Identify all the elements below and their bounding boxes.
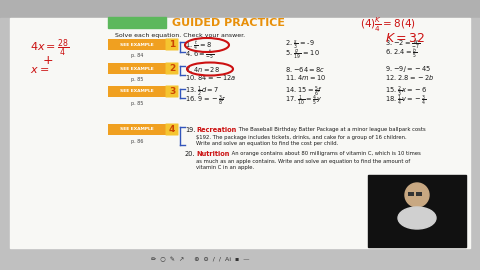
Text: vitamin C in an apple.: vitamin C in an apple.	[196, 166, 254, 170]
Text: 1: 1	[169, 40, 175, 49]
Bar	[368, 175, 466, 247]
Text: ✏  ○  ✎  ↗     ⊕  ⊖  /  /  Ai  ▪  —: ✏ ○ ✎ ↗ ⊕ ⊖ / / Ai ▪ —	[151, 256, 249, 262]
Text: +: +	[43, 53, 53, 66]
Text: The Baseball Birthday Batter Package at a minor league ballpark costs: The Baseball Birthday Batter Package at …	[237, 127, 426, 133]
FancyBboxPatch shape	[166, 123, 179, 136]
Text: p. 85: p. 85	[131, 77, 143, 83]
Text: SEE EXAMPLE: SEE EXAMPLE	[120, 42, 154, 46]
FancyBboxPatch shape	[166, 62, 179, 75]
Text: GUIDED PRACTICE: GUIDED PRACTICE	[172, 18, 285, 28]
Text: 13. $\frac{1}{2}d = 7$: 13. $\frac{1}{2}d = 7$	[185, 85, 219, 99]
Text: 19.: 19.	[185, 127, 195, 133]
Text: 3. $-2 = \frac{w}{-7}$: 3. $-2 = \frac{w}{-7}$	[385, 39, 420, 51]
Bar	[470, 18, 480, 248]
Text: Solve each equation. Check your answer.: Solve each equation. Check your answer.	[115, 33, 245, 39]
Text: 16. $9 = -\frac{3}{8}r$: 16. $9 = -\frac{3}{8}r$	[185, 94, 227, 108]
Text: 10. $84 = -12a$: 10. $84 = -12a$	[185, 73, 236, 83]
Text: 2: 2	[169, 64, 175, 73]
Text: Nutrition: Nutrition	[196, 151, 229, 157]
Text: p. 86: p. 86	[131, 139, 143, 143]
Bar	[108, 17, 166, 28]
Bar	[0, 0, 480, 18]
Circle shape	[405, 183, 429, 207]
Text: 17. $\frac{1}{10} = \frac{4}{5}y$: 17. $\frac{1}{10} = \frac{4}{5}y$	[285, 94, 322, 108]
FancyBboxPatch shape	[166, 86, 179, 97]
Text: $(4)\frac{K}{4} = 8(4)$: $(4)\frac{K}{4} = 8(4)$	[360, 16, 416, 34]
Text: 4: 4	[169, 125, 175, 134]
Text: 11. $4m = 10$: 11. $4m = 10$	[285, 73, 326, 83]
Text: SEE EXAMPLE: SEE EXAMPLE	[120, 66, 154, 70]
FancyBboxPatch shape	[166, 39, 179, 50]
Text: 9. $-9j = -45$: 9. $-9j = -45$	[385, 64, 431, 74]
Bar	[108, 39, 166, 50]
Text: 8. $-64 = 8c$: 8. $-64 = 8c$	[285, 65, 325, 73]
Text: SEE EXAMPLE: SEE EXAMPLE	[120, 127, 154, 131]
Bar	[408, 192, 414, 196]
Text: 5. $\frac{g}{19}$ = 10: 5. $\frac{g}{19}$ = 10	[285, 47, 320, 61]
Bar	[108, 63, 166, 74]
Text: SEE EXAMPLE: SEE EXAMPLE	[120, 89, 154, 93]
Text: $K = 32$: $K = 32$	[385, 32, 425, 45]
Text: 6. $2.4 = \frac{b}{5}$: 6. $2.4 = \frac{b}{5}$	[385, 47, 417, 61]
Text: $192. The package includes tickets, drinks, and cake for a group of 16 children.: $192. The package includes tickets, drin…	[196, 134, 407, 140]
Text: 18. $\frac{1}{4}v = -\frac{3}{4}$: 18. $\frac{1}{4}v = -\frac{3}{4}$	[385, 94, 427, 108]
Text: 7. $4n = 28$: 7. $4n = 28$	[185, 65, 220, 73]
Text: 20.: 20.	[185, 151, 196, 157]
Text: An orange contains about 80 milligrams of vitamin C, which is 10 times: An orange contains about 80 milligrams o…	[230, 151, 421, 157]
Text: 15. $\frac{2}{3}x = -6$: 15. $\frac{2}{3}x = -6$	[385, 85, 428, 99]
Text: $x = $: $x = $	[30, 65, 49, 75]
Text: $4x = \frac{28}{4}$: $4x = \frac{28}{4}$	[30, 37, 69, 59]
Text: 1. $\frac{t}{4}$ = 8: 1. $\frac{t}{4}$ = 8	[185, 38, 213, 52]
Text: p. 85: p. 85	[131, 100, 143, 106]
Text: 12. $2.8 = -2b$: 12. $2.8 = -2b$	[385, 73, 434, 83]
Text: 4. $6 = \frac{t}{-5}$: 4. $6 = \frac{t}{-5}$	[185, 47, 215, 61]
Text: Recreation: Recreation	[196, 127, 236, 133]
Bar	[416, 192, 422, 196]
Bar	[0, 18, 10, 248]
Bar	[10, 18, 470, 248]
Ellipse shape	[398, 207, 436, 229]
Bar	[108, 86, 166, 97]
Text: 3: 3	[169, 87, 175, 96]
Text: p. 84: p. 84	[131, 53, 143, 59]
Text: 14. $15 = \frac{5}{6}f$: 14. $15 = \frac{5}{6}f$	[285, 85, 323, 99]
Text: 2. $\frac{s}{3}$ = -9: 2. $\frac{s}{3}$ = -9	[285, 39, 315, 51]
Text: as much as an apple contains. Write and solve an equation to find the amount of: as much as an apple contains. Write and …	[196, 158, 410, 164]
Bar	[108, 124, 166, 135]
Bar	[0, 248, 480, 270]
Text: Write and solve an equation to find the cost per child.: Write and solve an equation to find the …	[196, 141, 338, 147]
